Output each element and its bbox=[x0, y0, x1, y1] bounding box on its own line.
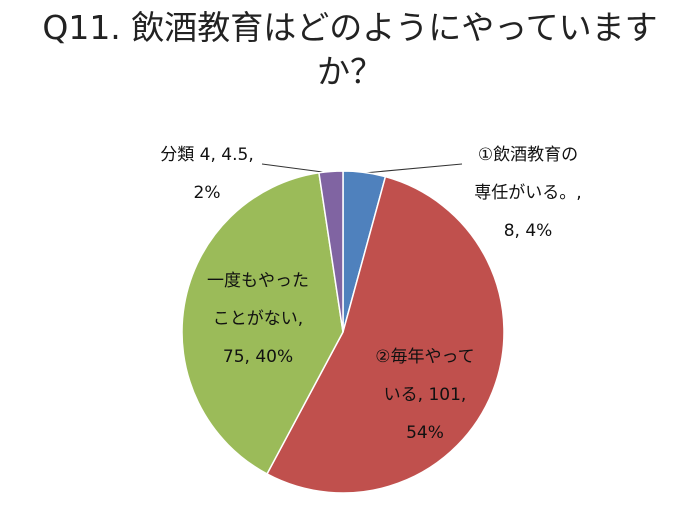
data-label-line: ことがない, bbox=[213, 309, 303, 329]
data-label-line: 75, 40% bbox=[223, 347, 293, 367]
leader-line bbox=[363, 163, 463, 174]
data-label-line: 8, 4% bbox=[504, 221, 553, 241]
data-label-line: 分類 4, 4.5, bbox=[160, 145, 253, 165]
data-label: ②毎年やっている, 101, 54% bbox=[375, 347, 474, 443]
data-label-line: ①飲酒教育の bbox=[478, 145, 578, 165]
data-label: 分類 4, 4.5, 2% bbox=[160, 145, 253, 203]
pie-slice bbox=[265, 175, 505, 494]
data-label-line: 54% bbox=[406, 423, 444, 443]
data-label: 一度もやったことがない, 75, 40% bbox=[207, 271, 309, 367]
chart-title: Q11. 飲酒教育はどのようにやっていますか？ bbox=[42, 8, 658, 91]
data-label-line: いる, 101, bbox=[384, 385, 467, 405]
data-label-line: ②毎年やって bbox=[375, 347, 474, 367]
pie-slice bbox=[181, 171, 344, 475]
data-label-line: 2% bbox=[194, 183, 221, 203]
leader-line bbox=[261, 163, 331, 174]
data-label-line: 一度もやった bbox=[207, 271, 309, 291]
data-label: ①飲酒教育の専任がいる。, 8, 4% bbox=[474, 145, 581, 241]
pie-slice bbox=[318, 170, 344, 333]
data-label-line: 専任がいる。, bbox=[474, 183, 581, 203]
